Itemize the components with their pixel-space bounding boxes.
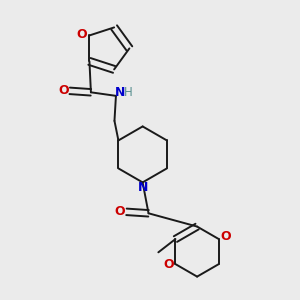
Text: O: O [164,258,174,271]
Text: O: O [58,84,68,97]
Text: N: N [137,181,148,194]
Text: O: O [220,230,231,243]
Text: O: O [115,205,125,218]
Text: N: N [115,86,125,99]
Text: O: O [77,28,87,41]
Text: H: H [124,85,133,98]
